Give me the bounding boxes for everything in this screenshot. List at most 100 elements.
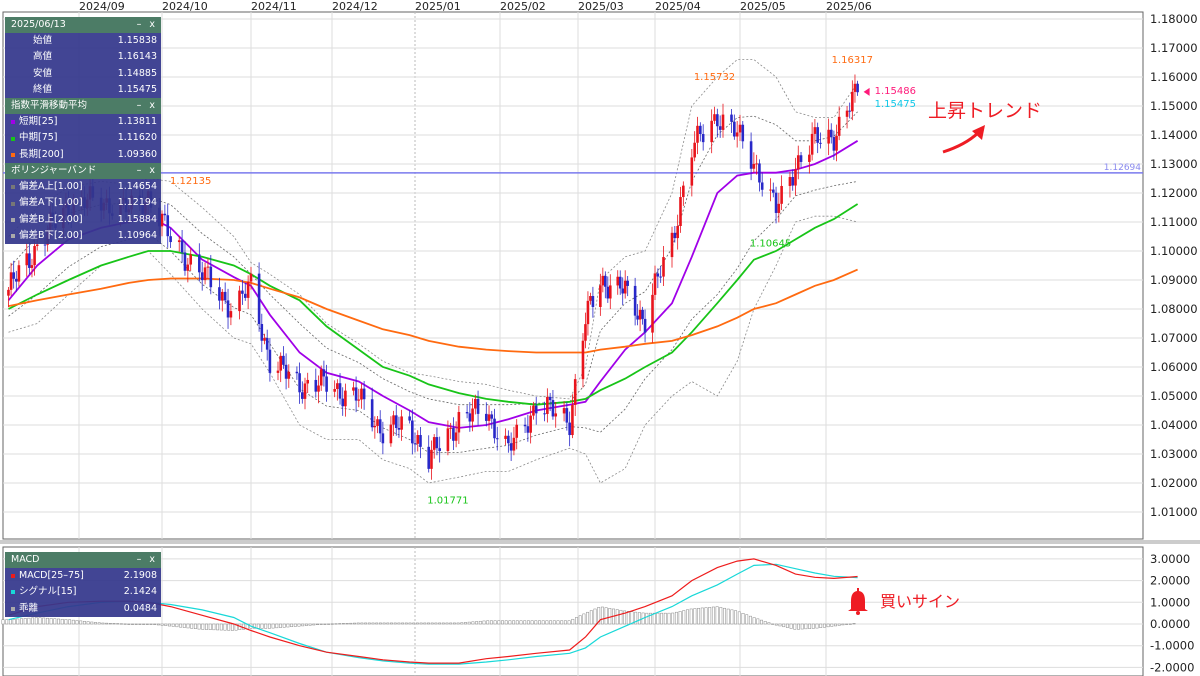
- x-tick-label: 2025/06: [826, 0, 872, 13]
- row-value: 1.15838: [117, 35, 157, 46]
- macd-tick-label: 2.0000: [1150, 574, 1190, 588]
- candle-body: [319, 369, 323, 386]
- candle-body: [263, 338, 266, 341]
- candle-body: [314, 379, 318, 392]
- close-price-label: 1.15475: [875, 99, 916, 110]
- candle-body: [690, 157, 694, 186]
- row-value: 1.14654: [117, 181, 157, 193]
- candle-body: [565, 408, 569, 423]
- macd-histogram-bar: [449, 622, 453, 625]
- candle-body: [529, 415, 532, 433]
- candle-body: [257, 273, 261, 325]
- macd-histogram-bar: [512, 620, 516, 625]
- candle-body: [206, 266, 210, 268]
- legend-dot-icon: [11, 234, 15, 239]
- row-label: 高値: [33, 51, 53, 63]
- legend-dot-icon: [11, 185, 15, 190]
- bb-panel-title: ボリンジャーバンド: [11, 165, 97, 177]
- bb-panel-header[interactable]: ボリンジャーバンド – x: [5, 163, 161, 180]
- macd-histogram-bar: [197, 623, 201, 630]
- ohlc-panel-title: 2025/06/13: [11, 19, 66, 30]
- ema-panel-header[interactable]: 指数平滑移動平均 – x: [5, 98, 161, 115]
- candle-body: [166, 215, 170, 237]
- macd-histogram-bar: [75, 620, 79, 625]
- candle-body: [376, 419, 379, 426]
- candle-body: [218, 287, 221, 301]
- macd-histogram-bar: [427, 622, 430, 625]
- ohlc-row-high: 高値 1.16143: [5, 49, 161, 66]
- macd-panel-title: MACD: [11, 554, 40, 565]
- candle-body: [507, 435, 510, 444]
- row-label: 偏差A下[1.00]: [19, 197, 83, 209]
- macd-histogram-bar: [68, 619, 72, 625]
- macd-histogram-bar: [230, 623, 234, 631]
- minimize-button[interactable]: –: [136, 165, 142, 177]
- macd-histogram-bar: [101, 622, 105, 625]
- macd-histogram-bar: [49, 618, 53, 625]
- ema-row-short: 短期[25] 1.13811: [5, 114, 161, 131]
- minimize-button[interactable]: –: [136, 554, 142, 565]
- candle-body: [738, 124, 742, 133]
- candle-body: [509, 443, 513, 451]
- macd-histogram-bar: [301, 623, 305, 627]
- arrow-head-icon: [972, 125, 985, 140]
- macd-histogram-bar: [153, 623, 157, 625]
- close-button[interactable]: x: [149, 100, 155, 112]
- candle-body: [17, 265, 21, 282]
- close-button[interactable]: x: [149, 165, 155, 177]
- ohlc-panel-header[interactable]: 2025/06/13 – x: [5, 17, 161, 33]
- candle-body: [682, 185, 685, 198]
- macd-tick-label: 1.0000: [1150, 595, 1190, 609]
- price-annotation: 1.15732: [694, 72, 735, 83]
- macd-histogram-bar: [108, 623, 112, 625]
- candle-body: [394, 415, 398, 428]
- macd-histogram-bar: [811, 623, 815, 629]
- row-value: 1.15884: [117, 213, 157, 225]
- candle-body: [853, 83, 857, 92]
- macd-panel-header[interactable]: MACD – x: [5, 552, 161, 568]
- macd-histogram-bar: [741, 613, 745, 625]
- candle-body: [427, 446, 431, 469]
- macd-histogram-bar: [12, 618, 16, 625]
- macd-histogram-bar: [700, 607, 704, 625]
- candle-body: [160, 213, 164, 227]
- horizontal-line[interactable]: 1.12694: [3, 163, 1143, 174]
- ema-panel-title: 指数平滑移動平均: [11, 100, 88, 112]
- close-button[interactable]: x: [149, 554, 155, 565]
- x-axis-labels: 2024/09 2024/10 2024/11 2024/12 2025/01 2025/…: [79, 0, 872, 13]
- macd-histogram-bar: [16, 618, 20, 625]
- candle-body: [468, 413, 472, 422]
- ohlc-row-open: 始値 1.15838: [5, 33, 161, 50]
- y-tick-label: 1.06000: [1150, 360, 1198, 374]
- candle-body: [484, 413, 488, 421]
- minimize-button[interactable]: –: [136, 19, 142, 30]
- close-button[interactable]: x: [149, 19, 155, 30]
- candle-body: [28, 253, 31, 268]
- y-tick-label: 1.11000: [1150, 215, 1198, 229]
- legend-dot-icon: [11, 120, 15, 125]
- candle-body: [777, 203, 781, 213]
- candle-body: [701, 134, 705, 143]
- candle-body: [546, 396, 549, 414]
- candle-body: [791, 177, 795, 186]
- candle-body: [633, 285, 637, 316]
- macd-histogram-bar: [149, 623, 153, 625]
- candle-body: [180, 240, 184, 253]
- macd-histogram-bar: [360, 622, 364, 625]
- macd-histogram-bar: [34, 617, 38, 625]
- candle-body: [636, 315, 639, 320]
- macd-histogram-bar: [382, 622, 386, 625]
- minimize-button[interactable]: –: [136, 100, 142, 112]
- candle-body: [816, 127, 819, 143]
- candle-body: [411, 420, 414, 444]
- macd-histogram-bar: [582, 613, 586, 625]
- macd-histogram-bar: [64, 619, 68, 625]
- macd-histogram-bar: [142, 623, 146, 625]
- macd-histogram-bar: [785, 623, 789, 628]
- macd-histogram-bar: [434, 622, 438, 625]
- y-tick-label: 1.02000: [1150, 476, 1198, 490]
- macd-series: [1, 558, 858, 665]
- macd-histogram-bar: [179, 623, 183, 628]
- macd-histogram-bar: [201, 623, 205, 630]
